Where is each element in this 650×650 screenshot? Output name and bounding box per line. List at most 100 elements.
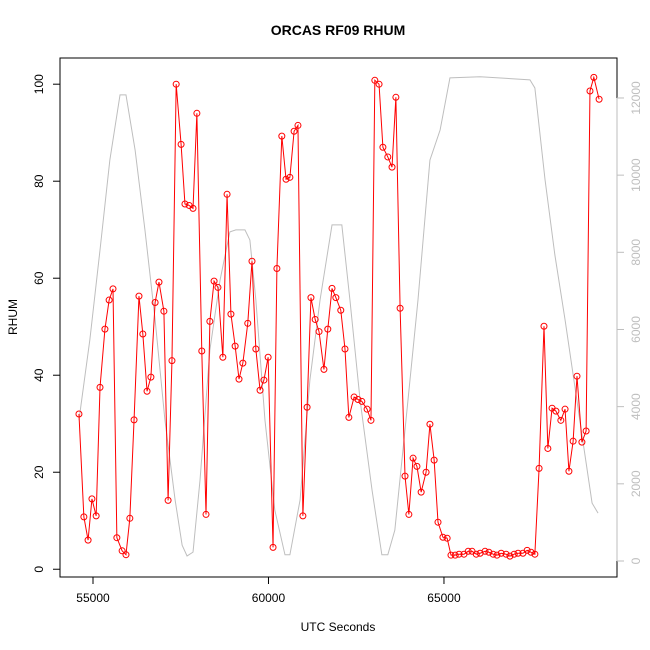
data-point: [384, 153, 392, 161]
data-point: [328, 284, 336, 292]
data-point: [210, 277, 218, 285]
data-point: [80, 513, 88, 521]
data-point: [244, 319, 252, 327]
data-point: [303, 403, 311, 411]
y2-tick-label: 6000: [629, 316, 643, 343]
chart-title: ORCAS RF09 RHUM: [271, 22, 406, 38]
data-point: [155, 278, 163, 286]
data-point: [413, 462, 421, 470]
y2-tick-label: 4000: [629, 393, 643, 420]
data-point: [147, 373, 155, 381]
data-line: [78, 75, 600, 557]
data-point: [375, 80, 383, 88]
data-point: [464, 547, 472, 555]
y-tick-label: 40: [32, 368, 46, 382]
data-point: [497, 549, 505, 557]
data-point: [481, 547, 489, 555]
x-tick-label: 65000: [427, 591, 461, 605]
data-point: [256, 386, 264, 394]
data-point: [219, 353, 227, 361]
data-point: [489, 550, 497, 558]
data-point: [363, 405, 371, 413]
data-point: [582, 427, 590, 435]
x-tick-label: 60000: [252, 591, 286, 605]
data-point: [493, 551, 501, 559]
data-point: [122, 551, 130, 559]
data-point: [198, 347, 206, 355]
data-point: [595, 95, 603, 103]
y2-tick-label: 12000: [629, 81, 643, 115]
data-point: [168, 357, 176, 365]
data-point: [151, 298, 159, 306]
data-point: [75, 410, 83, 418]
data-point: [113, 534, 121, 542]
data-point: [278, 132, 286, 140]
data-point: [252, 345, 260, 353]
data-point: [527, 548, 535, 556]
y2-tick-label: 8000: [629, 239, 643, 266]
data-point: [569, 437, 577, 445]
data-point: [531, 550, 539, 558]
data-point: [426, 420, 434, 428]
data-point: [590, 73, 598, 81]
data-point: [181, 200, 189, 208]
data-point: [392, 93, 400, 101]
data-point: [214, 283, 222, 291]
data-point: [358, 397, 366, 405]
data-point: [434, 518, 442, 526]
data-point: [561, 405, 569, 413]
data-point: [557, 416, 565, 424]
data-point: [299, 512, 307, 520]
data-point: [540, 322, 548, 330]
data-point: [118, 547, 126, 555]
data-point: [422, 468, 430, 476]
data-point: [202, 510, 210, 518]
data-point: [409, 454, 417, 462]
data-point: [101, 325, 109, 333]
data-point: [379, 143, 387, 151]
data-point: [396, 304, 404, 312]
data-point: [455, 550, 463, 558]
data-point: [320, 365, 328, 373]
y2-tick-label: 2000: [629, 470, 643, 497]
y2-tick-label: 10000: [629, 158, 643, 192]
data-point: [172, 80, 180, 88]
y-tick-label: 0: [32, 566, 46, 573]
data-point: [367, 416, 375, 424]
data-point: [88, 495, 96, 503]
data-point: [227, 310, 235, 318]
data-point: [506, 552, 514, 560]
y-tick-label: 80: [32, 174, 46, 188]
data-point: [269, 543, 277, 551]
data-point: [96, 383, 104, 391]
data-point: [341, 345, 349, 353]
data-point: [565, 467, 573, 475]
y-tick-label: 100: [32, 74, 46, 94]
data-point: [307, 294, 315, 302]
data-point: [401, 472, 409, 480]
data-point: [290, 127, 298, 135]
data-point: [206, 317, 214, 325]
data-point: [264, 353, 272, 361]
data-point: [472, 550, 480, 558]
data-point: [447, 551, 455, 559]
data-point: [332, 294, 340, 302]
data-point: [139, 330, 147, 338]
data-point: [235, 375, 243, 383]
data-point: [92, 512, 100, 520]
data-point: [260, 376, 268, 384]
data-point: [189, 204, 197, 212]
data-point: [294, 121, 302, 129]
data-point: [337, 306, 345, 314]
x-tick-label: 55000: [76, 591, 110, 605]
data-point: [130, 416, 138, 424]
data-point: [578, 438, 586, 446]
data-point: [223, 190, 231, 198]
data-point: [324, 325, 332, 333]
data-point: [105, 296, 113, 304]
data-point: [371, 76, 379, 84]
data-point: [502, 550, 510, 558]
